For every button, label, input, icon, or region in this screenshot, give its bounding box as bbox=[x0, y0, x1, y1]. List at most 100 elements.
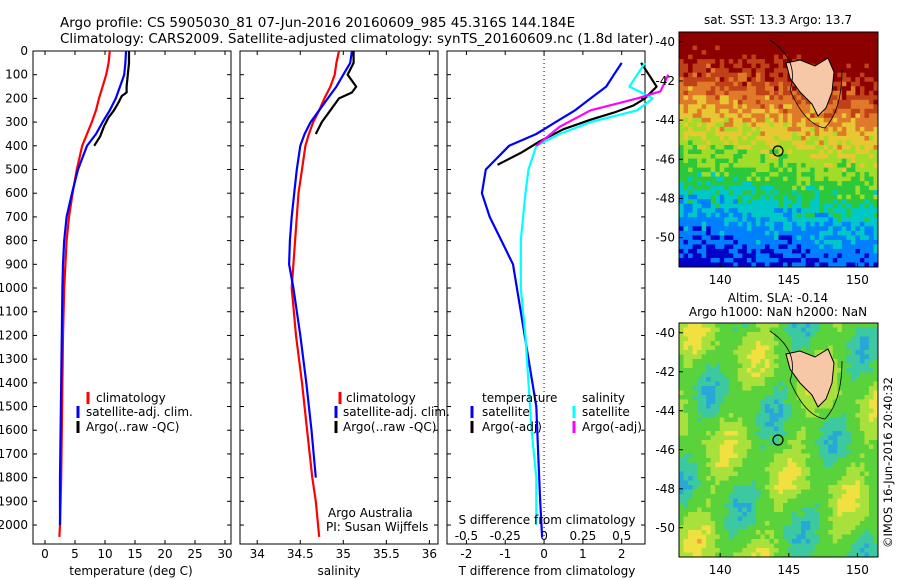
map-cell bbox=[742, 354, 748, 360]
map-cell bbox=[710, 525, 716, 531]
map-cell bbox=[864, 408, 870, 414]
map-cell bbox=[778, 525, 784, 531]
map-cell bbox=[746, 244, 752, 250]
map-cell bbox=[746, 485, 752, 490]
map-cell bbox=[724, 386, 730, 391]
map-cell bbox=[832, 230, 838, 236]
map-cell bbox=[792, 235, 798, 241]
map-cell bbox=[814, 539, 820, 544]
map-cell bbox=[683, 140, 689, 146]
map-cell bbox=[805, 239, 811, 245]
map-cell bbox=[706, 440, 712, 445]
map-cell bbox=[683, 86, 689, 92]
map-cell bbox=[859, 212, 865, 218]
map-cell bbox=[805, 440, 811, 445]
map-cell bbox=[814, 471, 820, 477]
map-cell bbox=[728, 113, 734, 119]
map-cell bbox=[841, 350, 847, 355]
map-cell bbox=[755, 359, 761, 364]
map-cell bbox=[751, 95, 757, 101]
map-cell bbox=[864, 194, 870, 200]
map-cell bbox=[719, 90, 725, 96]
map-cell bbox=[832, 534, 838, 540]
map-cell bbox=[792, 462, 798, 468]
map-cell bbox=[855, 386, 861, 391]
map-cell bbox=[706, 336, 712, 342]
map-cell bbox=[728, 226, 734, 232]
map-cell bbox=[683, 257, 689, 263]
map-cell bbox=[828, 257, 834, 263]
map-cell bbox=[692, 113, 698, 119]
map-cell bbox=[873, 354, 878, 360]
legend-t-satellite-label: satellite bbox=[482, 405, 530, 419]
map-cell bbox=[737, 462, 743, 468]
map-cell bbox=[832, 476, 838, 481]
map-cell bbox=[724, 86, 730, 92]
map-cell bbox=[778, 208, 784, 214]
map-cell bbox=[805, 494, 811, 499]
map-cell bbox=[868, 45, 874, 51]
map-cell bbox=[742, 462, 748, 468]
map-cell bbox=[850, 552, 856, 557]
map-cell bbox=[728, 336, 734, 342]
map-cell bbox=[764, 149, 770, 155]
map-cell bbox=[778, 345, 784, 351]
map-cell bbox=[746, 521, 752, 526]
map-cell bbox=[733, 203, 739, 209]
map-cell bbox=[760, 336, 766, 342]
map-cell bbox=[755, 327, 761, 333]
map-cell bbox=[873, 140, 878, 146]
map-cell bbox=[864, 41, 870, 47]
map-cell bbox=[746, 530, 752, 535]
map-cell bbox=[810, 539, 816, 544]
map-cell bbox=[764, 239, 770, 245]
map-cell bbox=[841, 208, 847, 214]
map-cell bbox=[855, 525, 861, 531]
map-cell bbox=[728, 485, 734, 490]
map-cell bbox=[855, 95, 861, 101]
map-cell bbox=[746, 68, 752, 74]
map-cell bbox=[828, 530, 834, 535]
map-cell bbox=[873, 417, 878, 423]
map-cell bbox=[706, 248, 712, 254]
map-cell bbox=[715, 235, 721, 241]
map-cell bbox=[742, 117, 748, 123]
map-cell bbox=[787, 368, 793, 373]
map-cell bbox=[814, 122, 820, 128]
map-cell bbox=[728, 516, 734, 522]
map-cell bbox=[764, 359, 770, 364]
map-cell bbox=[724, 131, 730, 137]
map-cell bbox=[733, 341, 739, 346]
map-cell bbox=[724, 485, 730, 490]
map-cell bbox=[733, 323, 739, 328]
map-cell bbox=[683, 113, 689, 119]
map-cell bbox=[792, 525, 798, 531]
argo-float-marker bbox=[772, 434, 784, 446]
map-cell bbox=[728, 50, 734, 56]
map-cell bbox=[701, 199, 707, 205]
map-cell bbox=[679, 453, 685, 459]
map-cell bbox=[801, 539, 807, 544]
map-cell bbox=[688, 131, 694, 137]
map-cell bbox=[737, 399, 743, 405]
map-cell bbox=[841, 72, 847, 78]
depth-tick-label: 800 bbox=[5, 234, 28, 248]
map-cell bbox=[697, 480, 703, 486]
map-cell bbox=[706, 181, 712, 187]
map-cell bbox=[783, 354, 789, 360]
map-cell bbox=[706, 199, 712, 205]
map-cell bbox=[760, 426, 766, 432]
map-cell bbox=[697, 81, 703, 87]
map-cell bbox=[837, 262, 843, 267]
map-cell bbox=[805, 154, 811, 160]
map-cell bbox=[868, 158, 874, 164]
depth-tick-label: 1100 bbox=[0, 305, 28, 319]
map-cell bbox=[688, 208, 694, 214]
depth-tick-label: 2000 bbox=[0, 518, 28, 532]
map-cell bbox=[801, 332, 807, 337]
map-cell bbox=[810, 212, 816, 218]
map-cell bbox=[751, 32, 757, 38]
map-cell bbox=[769, 489, 775, 495]
map-cell bbox=[697, 363, 703, 369]
map-cell bbox=[697, 68, 703, 74]
